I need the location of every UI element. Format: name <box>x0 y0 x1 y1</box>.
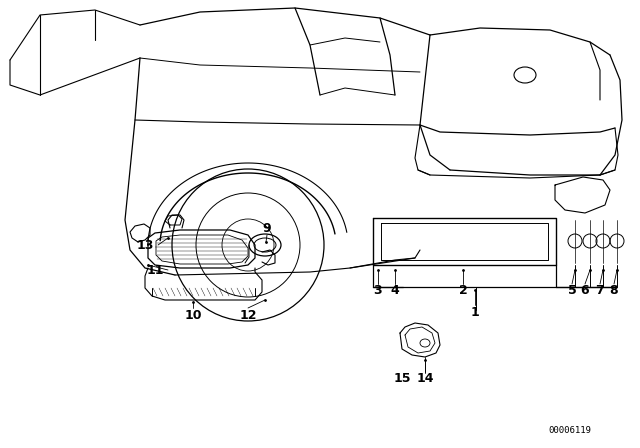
Text: 00006119: 00006119 <box>548 426 591 435</box>
Text: 13: 13 <box>136 238 154 251</box>
Text: 8: 8 <box>610 284 618 297</box>
Text: 3: 3 <box>374 284 382 297</box>
Text: 15: 15 <box>393 371 411 384</box>
Text: 1: 1 <box>470 306 479 319</box>
Text: 4: 4 <box>390 284 399 297</box>
Text: 6: 6 <box>580 284 589 297</box>
Text: 12: 12 <box>239 309 257 322</box>
Text: 5: 5 <box>568 284 577 297</box>
Text: 14: 14 <box>416 371 434 384</box>
Text: 10: 10 <box>184 309 202 322</box>
Text: 9: 9 <box>262 221 271 234</box>
Text: 11: 11 <box>147 263 164 276</box>
Text: 7: 7 <box>596 284 604 297</box>
Text: 2: 2 <box>459 284 467 297</box>
